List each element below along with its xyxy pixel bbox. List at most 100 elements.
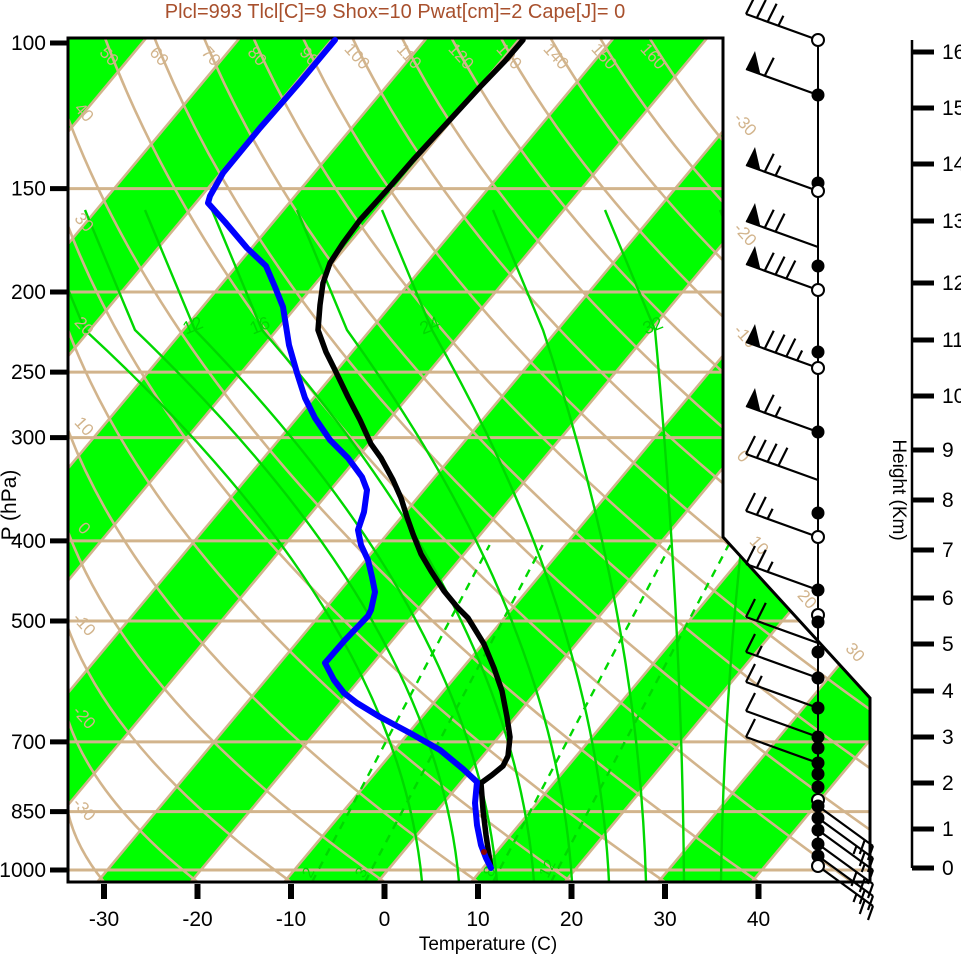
dry-adiabat [68, 719, 199, 882]
wind-level-circle [811, 184, 825, 198]
wind-barb-half [755, 675, 763, 687]
wind-level-circle [811, 859, 825, 873]
wind-level-dot [811, 671, 825, 685]
wind-barb-half [777, 15, 785, 27]
mixing-ratio-line [549, 544, 730, 882]
height-tick-label: 12 [942, 272, 961, 295]
height-tick-label: 14 [942, 153, 961, 176]
wind-barb-full [785, 260, 797, 280]
wind-barb-full [766, 443, 778, 463]
wind-barb-full [763, 209, 775, 229]
isotherm-line [0, 38, 53, 882]
wind-barb-full [755, 0, 767, 19]
wind-barb-half [755, 645, 763, 657]
wind-level-dot [811, 583, 825, 597]
temperature-tick-label: -20 [182, 908, 212, 931]
dry-adiabat [499, 38, 870, 882]
pressure-tick-label: 100 [11, 32, 46, 55]
wind-barb-full [745, 633, 756, 653]
wind-barb-half [796, 349, 804, 361]
wind-barb-full [745, 492, 756, 512]
plot-border [66, 36, 872, 884]
wind-barb-shaft [745, 615, 819, 645]
wind-barb-shaft [745, 509, 819, 539]
wind-barb-shaft [745, 340, 819, 370]
moist-adiabat [83, 209, 461, 882]
wind-level-dot [811, 88, 825, 102]
pressure-tick-label: 250 [11, 361, 46, 384]
dry-adiabat [351, 38, 870, 882]
wind-barb-full [866, 905, 875, 921]
dry-adiabat [153, 38, 870, 882]
isotherm-line [68, 38, 428, 882]
wind-barb-full [858, 839, 866, 855]
moist-adiabat [295, 209, 574, 882]
temperature-tick-label: 20 [560, 908, 583, 931]
wind-barb-shaft [745, 650, 819, 680]
wind-barb-full [745, 692, 756, 712]
wind-barb-full [763, 153, 775, 173]
temperature-tick-label: -10 [276, 908, 306, 931]
wind-barb-full [745, 598, 756, 618]
height-tick-label: 16 [942, 41, 961, 64]
height-tick-label: 15 [942, 97, 961, 120]
isotherm-line [68, 38, 615, 882]
wind-barb-flag [746, 324, 761, 348]
dry-adiabat [68, 531, 386, 882]
wind-barb-shaft [745, 680, 819, 710]
height-tick-label: 1 [942, 818, 954, 841]
dry-adiabat [68, 225, 666, 882]
wind-barb-shaft [817, 843, 874, 885]
wind-barb-full [745, 718, 756, 738]
wind-barb-full [763, 252, 775, 272]
wind-barb-full [858, 851, 866, 867]
wind-level-dot [811, 849, 825, 863]
height-axis-title: Height (Km) [888, 439, 909, 540]
wind-barb-full [755, 439, 767, 459]
wind-barb-shaft [745, 67, 819, 97]
temperature-tick-label: 0 [379, 908, 391, 931]
dry-adiabat [103, 38, 853, 882]
wind-barb-half [860, 863, 866, 873]
moist-adiabat [210, 209, 536, 882]
wind-barb-full [858, 877, 866, 893]
wind-level-dot [811, 799, 825, 813]
dry-adiabat-label-left: 10 [71, 413, 98, 440]
dry-adiabat [598, 38, 870, 882]
wind-barb-full [866, 883, 875, 899]
temperature-curve [315, 37, 526, 871]
lcl-marker-dot [481, 849, 487, 855]
pressure-tick-label: 200 [11, 281, 46, 304]
dry-adiabat-label-left: -10 [69, 609, 100, 640]
height-tick-label: 4 [942, 680, 954, 703]
dry-adiabat-label-top: 60 [146, 43, 173, 70]
height-tick-label: 7 [942, 539, 954, 562]
wind-barb-full [777, 447, 789, 467]
moist-adiabat [380, 209, 611, 882]
height-tick-label: 3 [942, 726, 954, 749]
isotherm-line [68, 38, 241, 882]
plot-interior [0, 38, 870, 882]
wind-level-circle [811, 530, 825, 544]
dry-adiabat [68, 627, 292, 882]
wind-barb-shaft [745, 219, 819, 249]
isotherm-label: -30 [730, 109, 761, 140]
wind-level-dot [811, 837, 825, 851]
wind-level-dot [811, 506, 825, 520]
wind-barb-full [745, 0, 755, 15]
mixing-ratio-line [363, 544, 544, 882]
height-tick-label: 10 [942, 385, 961, 408]
pressure-axis: 100 150 200 250 300 400 500 700 850 1000 P (hPa) [0, 32, 67, 882]
pressure-tick-label: 500 [11, 610, 46, 633]
wind-barb-shaft [745, 562, 819, 592]
wind-level-dot [811, 425, 825, 439]
wind-level-dot [811, 701, 825, 715]
isotherm-band [97, 38, 870, 882]
wind-level-circle [811, 283, 825, 297]
temperature-axis: -30 -20 -10 0 10 20 30 40 Temperature (C) [89, 884, 770, 955]
wind-level-dot [811, 780, 825, 794]
wind-barb-shaft [745, 735, 819, 765]
height-tick-label: 11 [942, 329, 961, 352]
